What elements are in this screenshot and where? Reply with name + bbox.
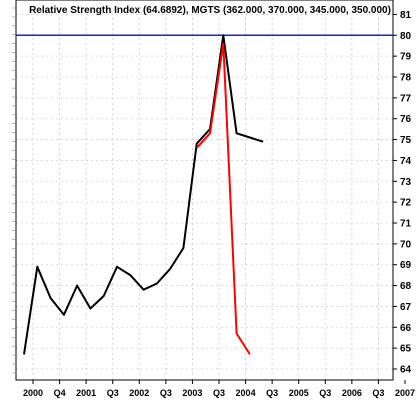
x-tick-label: Q3 <box>319 388 331 398</box>
x-tick-label: Q3 <box>213 388 225 398</box>
y-tick-label: 78 <box>400 73 412 84</box>
y-tick-label: 66 <box>400 323 412 334</box>
y-tick-label: 72 <box>400 198 412 209</box>
y-tick-label: 75 <box>400 135 412 146</box>
y-tick-label: 80 <box>400 31 412 42</box>
x-tick-label: 2005 <box>289 388 309 398</box>
y-tick-label: 73 <box>400 177 412 188</box>
y-tick-label: 76 <box>400 114 412 125</box>
y-tick-label: 67 <box>400 302 412 313</box>
y-tick-label: 77 <box>400 93 412 104</box>
x-tick-label: Q3 <box>160 388 172 398</box>
y-tick-label: 69 <box>400 260 412 271</box>
chart-title: Relative Strength Index (64.6892), MGTS … <box>29 5 391 16</box>
series-line-rsi-red <box>195 42 251 355</box>
y-tick-label: 68 <box>400 281 412 292</box>
x-tick-label: 2007 <box>395 388 415 398</box>
x-tick-label: 2006 <box>342 388 362 398</box>
y-tick-label: 74 <box>400 156 412 167</box>
y-tick-label: 81 <box>400 10 412 21</box>
y-tick-label: 71 <box>400 219 412 230</box>
series-line-rsi <box>23 34 264 355</box>
y-tick-label: 65 <box>400 344 412 355</box>
right-axis-ticks: 64 65 66 67 68 69 70 71 72 73 74 75 76 77 78 79 80 81 <box>393 10 412 376</box>
y-tick-label: 79 <box>400 52 412 63</box>
x-tick-label: 2001 <box>76 388 96 398</box>
x-tick-label: Q4 <box>54 388 66 398</box>
series-layer <box>23 34 264 355</box>
x-tick-label: 2000 <box>23 388 43 398</box>
x-tick-label: Q3 <box>372 388 384 398</box>
x-tick-label: Q3 <box>266 388 278 398</box>
x-axis-ticks: 2000 Q4 2001 Q3 2002 Q3 2003 Q3 2004 Q3 2005 Q3 2006… <box>23 380 415 398</box>
x-tick-label: 2002 <box>129 388 149 398</box>
grid-layer <box>16 14 393 380</box>
left-axis-ticks <box>12 7 16 374</box>
plot-frame <box>15 0 394 381</box>
y-tick-label: 64 <box>400 365 412 376</box>
y-tick-label: 70 <box>400 239 412 250</box>
x-tick-label: Q3 <box>107 388 119 398</box>
x-tick-label: 2004 <box>236 388 256 398</box>
x-tick-label: 2003 <box>182 388 202 398</box>
